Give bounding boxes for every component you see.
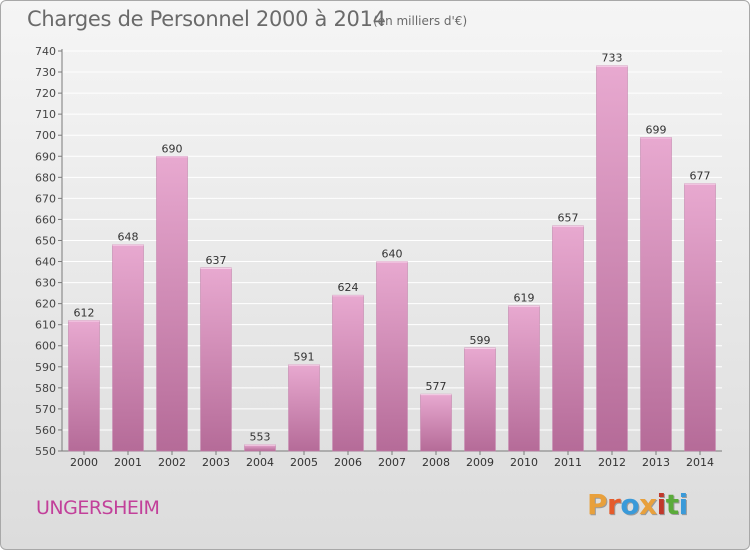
y-tick-label: 620 bbox=[35, 298, 56, 311]
y-tick-label: 630 bbox=[35, 277, 56, 290]
data-label: 648 bbox=[118, 231, 139, 244]
y-tick-label: 720 bbox=[35, 87, 56, 100]
bar bbox=[112, 244, 144, 452]
data-label: 624 bbox=[338, 281, 359, 294]
x-tick-label: 2008 bbox=[422, 456, 450, 469]
logo-letter: r bbox=[607, 488, 621, 521]
y-tick-label: 640 bbox=[35, 256, 56, 269]
bar bbox=[508, 305, 540, 452]
y-tick-label: 680 bbox=[35, 171, 56, 184]
y-tick-label: 610 bbox=[35, 319, 56, 332]
data-label: 637 bbox=[206, 254, 227, 267]
logo-letter: P bbox=[587, 488, 608, 521]
logo-letter: t bbox=[665, 488, 679, 521]
bar bbox=[376, 261, 408, 452]
data-label: 619 bbox=[514, 292, 535, 305]
y-tick-label: 670 bbox=[35, 192, 56, 205]
x-tick-label: 2000 bbox=[70, 456, 98, 469]
x-tick-label: 2013 bbox=[642, 456, 670, 469]
bar bbox=[288, 364, 320, 452]
y-tick-label: 600 bbox=[35, 340, 56, 353]
data-label: 599 bbox=[470, 334, 491, 347]
logo-letter: i bbox=[656, 488, 667, 521]
chart-title: Charges de Personnel 2000 à 2014 bbox=[27, 7, 386, 31]
y-tick-label: 710 bbox=[35, 108, 56, 121]
y-tick-label: 660 bbox=[35, 213, 56, 226]
logo-letter: x bbox=[639, 488, 657, 521]
data-label: 553 bbox=[250, 431, 271, 444]
x-tick-label: 2010 bbox=[510, 456, 538, 469]
y-tick-label: 590 bbox=[35, 361, 56, 374]
proxiti-logo: Proxiti bbox=[587, 488, 688, 521]
x-tick-label: 2009 bbox=[466, 456, 494, 469]
logo-letter: o bbox=[620, 488, 640, 521]
data-label: 733 bbox=[602, 52, 623, 65]
bar bbox=[552, 225, 584, 452]
bar bbox=[684, 183, 716, 452]
y-tick-label: 700 bbox=[35, 129, 56, 142]
y-tick-label: 690 bbox=[35, 150, 56, 163]
data-label: 699 bbox=[646, 123, 667, 136]
logo-letter: i bbox=[678, 488, 689, 521]
data-label: 577 bbox=[426, 380, 447, 393]
y-tick-label: 730 bbox=[35, 66, 56, 79]
data-label: 591 bbox=[294, 351, 315, 364]
bar bbox=[596, 65, 628, 452]
bar bbox=[640, 137, 672, 452]
x-tick-label: 2002 bbox=[158, 456, 186, 469]
x-tick-label: 2007 bbox=[378, 456, 406, 469]
bar bbox=[420, 393, 452, 452]
y-tick-label: 650 bbox=[35, 234, 56, 247]
x-tick-label: 2012 bbox=[598, 456, 626, 469]
data-label: 640 bbox=[382, 248, 403, 261]
y-tick-label: 580 bbox=[35, 382, 56, 395]
chart-subtitle: (en milliers d'€) bbox=[373, 14, 468, 28]
x-tick-label: 2001 bbox=[114, 456, 142, 469]
x-tick-label: 2003 bbox=[202, 456, 230, 469]
data-label: 690 bbox=[162, 142, 183, 155]
x-tick-label: 2011 bbox=[554, 456, 582, 469]
x-tick-label: 2004 bbox=[246, 456, 274, 469]
y-tick-label: 740 bbox=[35, 45, 56, 58]
y-tick-label: 560 bbox=[35, 424, 56, 437]
bar bbox=[332, 294, 364, 452]
x-tick-label: 2014 bbox=[686, 456, 714, 469]
bar bbox=[464, 347, 496, 452]
data-label: 612 bbox=[74, 306, 95, 319]
bar bbox=[200, 267, 232, 452]
city-name: UNGERSHEIM bbox=[36, 497, 160, 519]
bar bbox=[68, 320, 100, 452]
y-tick-label: 550 bbox=[35, 445, 56, 458]
data-label: 677 bbox=[690, 170, 711, 183]
y-tick-label: 570 bbox=[35, 403, 56, 416]
data-label: 657 bbox=[558, 212, 579, 225]
bar bbox=[156, 155, 188, 452]
x-tick-label: 2006 bbox=[334, 456, 362, 469]
x-tick-label: 2005 bbox=[290, 456, 318, 469]
